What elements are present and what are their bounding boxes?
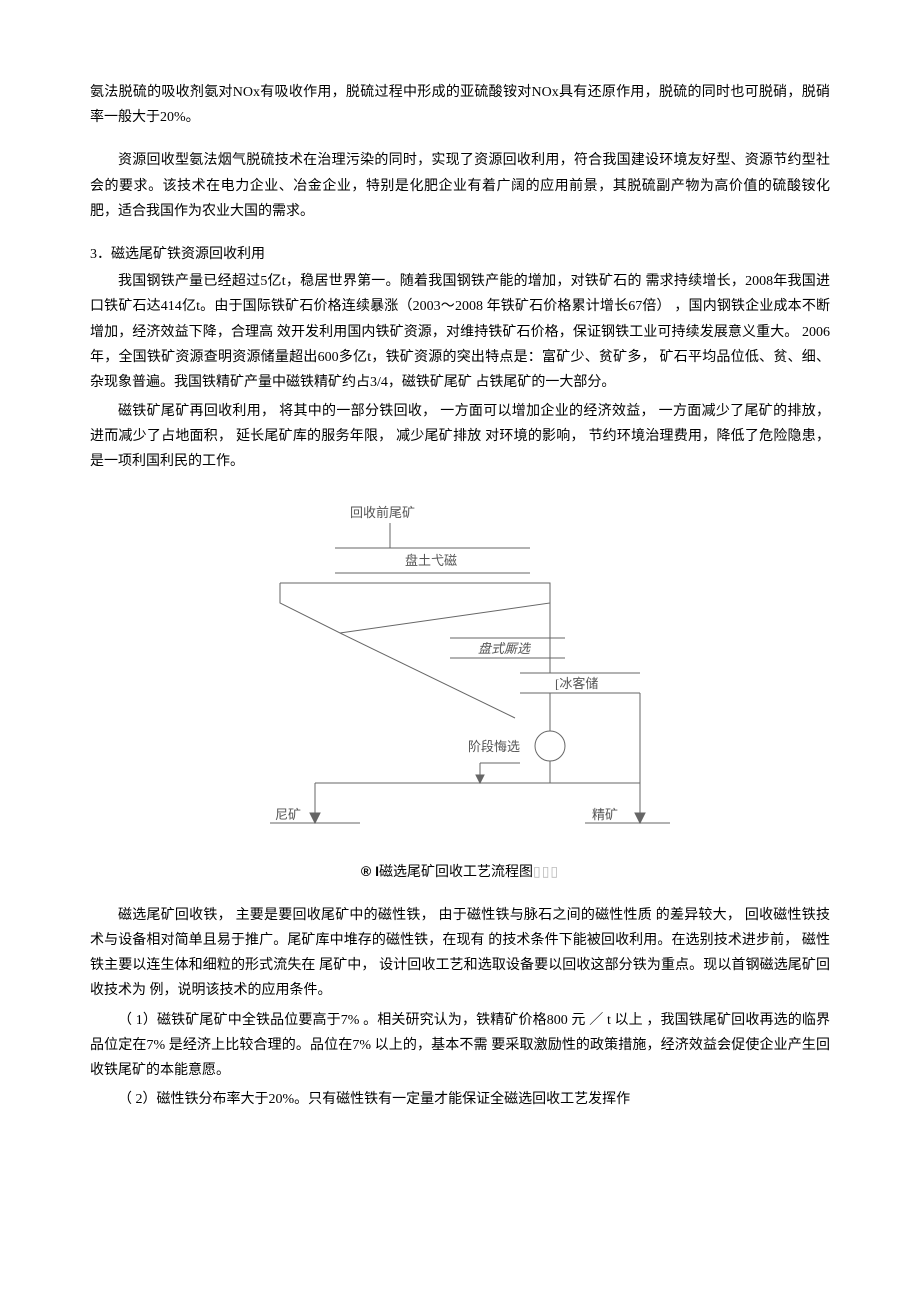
flowchart-svg: 回收前尾矿 盘土弋磁 盘式厮选 [冰客储 阶段悔选 尼矿 精矿 — [220, 493, 700, 853]
diagram-label-step2: 盘式厮选 — [478, 641, 532, 656]
paragraph-5: （ 1）磁铁矿尾矿中全铁品位要高于7% 。相关研究认为，铁精矿价格800 元 ／… — [90, 1008, 830, 1084]
process-flow-diagram: 回收前尾矿 盘土弋磁 盘式厮选 [冰客储 阶段悔选 尼矿 精矿 — [90, 493, 830, 853]
intro-paragraph-1: 氨法脱硫的吸收剂氨对NOx有吸收作用，脱硫过程中形成的亚硫酸铵对NOx具有还原作… — [90, 80, 830, 130]
diagram-label-step4: 阶段悔选 — [468, 739, 520, 754]
paragraph-4: 磁选尾矿回收铁， 主要是要回收尾矿中的磁性铁， 由于磁性铁与脉石之间的磁性性质 … — [90, 903, 830, 1004]
diagram-label-step3: [冰客储 — [555, 676, 598, 691]
caption-mark: ® I — [361, 863, 379, 879]
caption-trail: ▯▯▯ — [533, 865, 559, 880]
diagram-label-left-out: 尼矿 — [275, 807, 301, 822]
section-3-paragraph-b: 磁铁矿尾矿再回收利用， 将其中的一部分铁回收， 一方面可以增加企业的经济效益， … — [90, 399, 830, 475]
caption-text: 磁选尾矿回收工艺流程图 — [379, 865, 533, 880]
diagram-label-right-out: 精矿 — [592, 807, 618, 822]
diagram-label-step1: 盘土弋磁 — [405, 553, 457, 568]
paragraph-6: （ 2）磁性铁分布率大于20%。只有磁性铁有一定量才能保证全磁选回收工艺发挥作 — [90, 1087, 830, 1112]
section-3-paragraph-a: 我国钢铁产量已经超过5亿t，稳居世界第一。随着我国钢铁产能的增加，对铁矿石的 需… — [90, 269, 830, 395]
section-3-heading: 3．磁选尾矿铁资源回收利用 — [90, 242, 830, 267]
diagram-caption: ® I磁选尾矿回收工艺流程图▯▯▯ — [90, 859, 830, 885]
diagram-label-top: 回收前尾矿 — [350, 505, 415, 520]
intro-paragraph-2: 资源回收型氨法烟气脱硫技术在治理污染的同时，实现了资源回收利用，符合我国建设环境… — [90, 148, 830, 224]
